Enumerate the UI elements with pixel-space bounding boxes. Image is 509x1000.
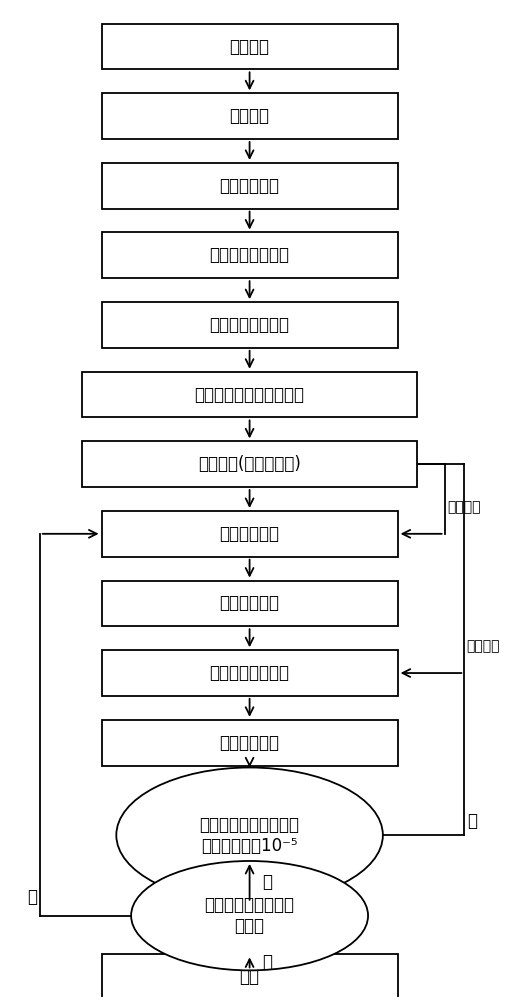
Text: 设置力学边界条件: 设置力学边界条件 [210, 316, 290, 334]
Text: 显式算法: 显式算法 [467, 639, 500, 653]
FancyBboxPatch shape [101, 954, 398, 1000]
FancyBboxPatch shape [101, 302, 398, 348]
Text: 计算系数矩阵: 计算系数矩阵 [219, 594, 279, 612]
Text: 判断孔隙压力平方相对
误差是否小于10⁻⁵: 判断孔隙压力平方相对 误差是否小于10⁻⁵ [200, 816, 300, 855]
Text: 结束: 结束 [240, 968, 260, 986]
Text: 否: 否 [27, 888, 37, 906]
Text: 判断是否为最后一个
计算步: 判断是否为最后一个 计算步 [205, 896, 295, 935]
Text: 设置流动边界条件: 设置流动边界条件 [210, 246, 290, 264]
FancyBboxPatch shape [82, 372, 417, 417]
FancyBboxPatch shape [101, 232, 398, 278]
Text: 设置时间步长和计算步数: 设置时间步长和计算步数 [194, 386, 304, 404]
FancyBboxPatch shape [101, 93, 398, 139]
Text: 参数赋值: 参数赋值 [230, 107, 270, 125]
FancyBboxPatch shape [101, 511, 398, 557]
FancyBboxPatch shape [82, 441, 417, 487]
Text: 计算孔隙压力平方: 计算孔隙压力平方 [210, 664, 290, 682]
Ellipse shape [131, 861, 368, 970]
Text: 是: 是 [262, 873, 272, 891]
Text: 计算孔隙压力: 计算孔隙压力 [219, 734, 279, 752]
Text: 隐式算法: 隐式算法 [447, 500, 480, 514]
Text: 否: 否 [467, 812, 477, 830]
Text: 是: 是 [262, 953, 272, 971]
Text: 设置初始条件: 设置初始条件 [219, 177, 279, 195]
FancyBboxPatch shape [101, 720, 398, 766]
Text: 选择算法(隐式或显式): 选择算法(隐式或显式) [198, 455, 301, 473]
Text: 生成网格: 生成网格 [230, 38, 270, 56]
FancyBboxPatch shape [101, 24, 398, 69]
FancyBboxPatch shape [101, 581, 398, 626]
Ellipse shape [117, 768, 383, 903]
Text: 计算变量矩阵: 计算变量矩阵 [219, 525, 279, 543]
FancyBboxPatch shape [101, 163, 398, 209]
FancyBboxPatch shape [101, 650, 398, 696]
